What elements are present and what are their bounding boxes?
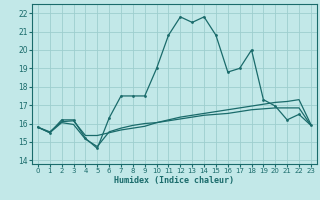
X-axis label: Humidex (Indice chaleur): Humidex (Indice chaleur): [115, 176, 234, 185]
